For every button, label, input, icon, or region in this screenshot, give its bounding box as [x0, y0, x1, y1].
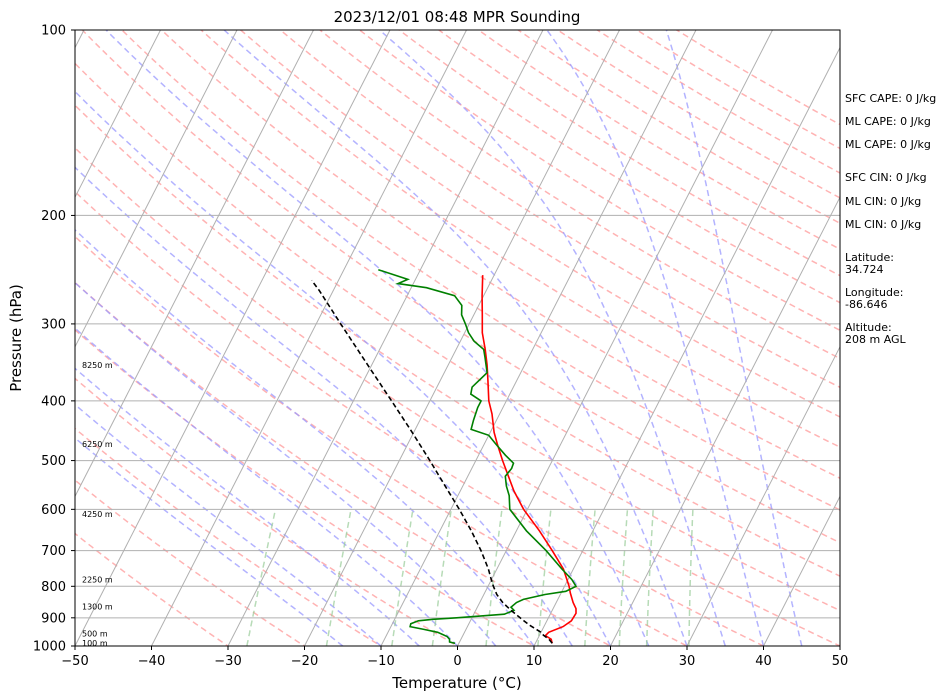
- height-label: 4250 m: [82, 510, 113, 519]
- mixing-ratio-line: [645, 509, 654, 646]
- isotherm-line: [610, 196, 840, 646]
- isotherm-line: [380, 30, 697, 646]
- altitude-label: Altitude: 208 m AGL: [845, 321, 906, 346]
- dry-adiabat-line: [199, 30, 840, 448]
- latitude-label: Latitude: 34.724: [845, 251, 894, 276]
- moist-adiabat-line: [75, 166, 573, 646]
- ml-cin-label: ML CIN: 0 J/kg: [845, 195, 922, 208]
- moist-adiabat-line: [105, 30, 650, 646]
- y-tick-label: 100: [41, 24, 66, 39]
- height-label: 6250 m: [82, 440, 113, 449]
- longitude-label: Longitude: -86.646: [845, 286, 904, 311]
- height-label: 8250 m: [82, 361, 113, 370]
- y-axis-ticks: 100 200 300 400 500 600 700 800 900 1000: [33, 24, 75, 655]
- moist-adiabat-line: [546, 30, 765, 646]
- dry-adiabat-line: [75, 328, 536, 646]
- dry-adiabat-line: [160, 30, 840, 480]
- isotherm-line: [75, 30, 238, 348]
- x-tick-label: 0: [453, 654, 461, 669]
- isotherm-line: [75, 30, 314, 498]
- height-label: 2250 m: [82, 576, 113, 585]
- ml-cin-label-2: ML CIN: 0 J/kg: [845, 218, 922, 231]
- dry-adiabat-line: [75, 235, 689, 646]
- y-tick-label: 1000: [33, 640, 66, 655]
- x-tick-label: 40: [755, 654, 772, 669]
- dry-adiabat-line: [75, 146, 840, 646]
- dry-adiabat-line: [397, 30, 840, 304]
- background-reference-lines: [75, 30, 840, 646]
- dry-adiabat-line: [75, 190, 766, 646]
- parcel-path-line: [311, 279, 553, 644]
- mixing-ratio-line: [431, 509, 453, 646]
- moist-adiabat-line: [75, 90, 612, 646]
- isotherm-line: [227, 30, 544, 646]
- sfc-cape-label: SFC CAPE: 0 J/kg: [845, 92, 937, 105]
- moist-adiabat-line: [75, 403, 382, 646]
- isotherm-line: [763, 495, 840, 646]
- moist-adiabat-line: [75, 281, 497, 646]
- dry-adiabat-line: [239, 30, 840, 418]
- isotherm-line: [533, 46, 840, 646]
- y-tick-label: 400: [41, 394, 66, 409]
- dry-adiabat-line: [75, 377, 460, 646]
- height-label: 500 m: [82, 630, 108, 639]
- isotherm-line: [686, 345, 840, 646]
- dry-adiabat-line: [81, 30, 840, 544]
- y-tick-label: 700: [41, 544, 66, 559]
- mixing-ratio-line: [246, 509, 277, 646]
- dry-adiabat-line: [120, 30, 840, 511]
- dry-adiabat-line: [75, 62, 840, 577]
- moist-adiabat-line: [665, 30, 803, 646]
- x-tick-label: 30: [679, 654, 696, 669]
- x-tick-label: −40: [138, 654, 165, 669]
- moist-adiabat-line: [75, 437, 344, 646]
- y-tick-label: 900: [41, 611, 66, 626]
- x-tick-label: −20: [291, 654, 318, 669]
- x-axis-title: Temperature (°C): [391, 674, 521, 692]
- dry-adiabat-line: [75, 104, 840, 612]
- moist-adiabat-line: [75, 228, 535, 646]
- x-axis-ticks: −50 −40 −30 −20 −10 0 10 20 30 40 50: [61, 646, 848, 669]
- y-tick-label: 800: [41, 580, 66, 595]
- ml-cape-label-2: ML CAPE: 0 J/kg: [845, 138, 931, 151]
- temperature-line: [481, 275, 577, 644]
- dry-adiabat-line: [75, 479, 306, 646]
- x-tick-label: −10: [367, 654, 394, 669]
- x-tick-label: −50: [61, 654, 88, 669]
- x-tick-label: −30: [214, 654, 241, 669]
- mixing-ratio-line: [688, 509, 694, 646]
- y-tick-label: 600: [41, 503, 66, 518]
- chart-title: 2023/12/01 08:48 MPR Sounding: [334, 8, 581, 26]
- x-tick-label: 20: [602, 654, 619, 669]
- y-tick-label: 500: [41, 454, 66, 469]
- dewpoint-line: [378, 268, 578, 645]
- moist-adiabat-line: [75, 367, 420, 646]
- x-tick-label: 10: [526, 654, 543, 669]
- height-label: 100 m: [82, 639, 108, 648]
- isotherm-line: [304, 30, 620, 646]
- isotherm-line: [457, 30, 773, 646]
- sounding-series: [311, 268, 578, 645]
- dry-adiabat-line: [75, 281, 613, 646]
- y-axis-title: Pressure (hPa): [7, 284, 25, 392]
- dry-adiabat-line: [75, 532, 230, 646]
- moist-adiabat-line: [379, 30, 726, 646]
- isotherm-line: [75, 30, 161, 199]
- ml-cape-label: ML CAPE: 0 J/kg: [845, 115, 931, 128]
- y-tick-label: 300: [41, 317, 66, 332]
- grid-lines: [75, 214, 840, 619]
- isotherm-line: [75, 30, 391, 646]
- isotherm-line: [151, 30, 467, 646]
- y-tick-label: 200: [41, 209, 66, 224]
- moist-adiabat-line: [75, 327, 459, 646]
- height-label: 1300 m: [82, 602, 113, 611]
- dry-adiabat-line: [279, 30, 840, 389]
- dry-adiabat-line: [318, 30, 840, 360]
- x-tick-label: 50: [832, 654, 849, 669]
- sfc-cin-label: SFC CIN: 0 J/kg: [845, 171, 927, 184]
